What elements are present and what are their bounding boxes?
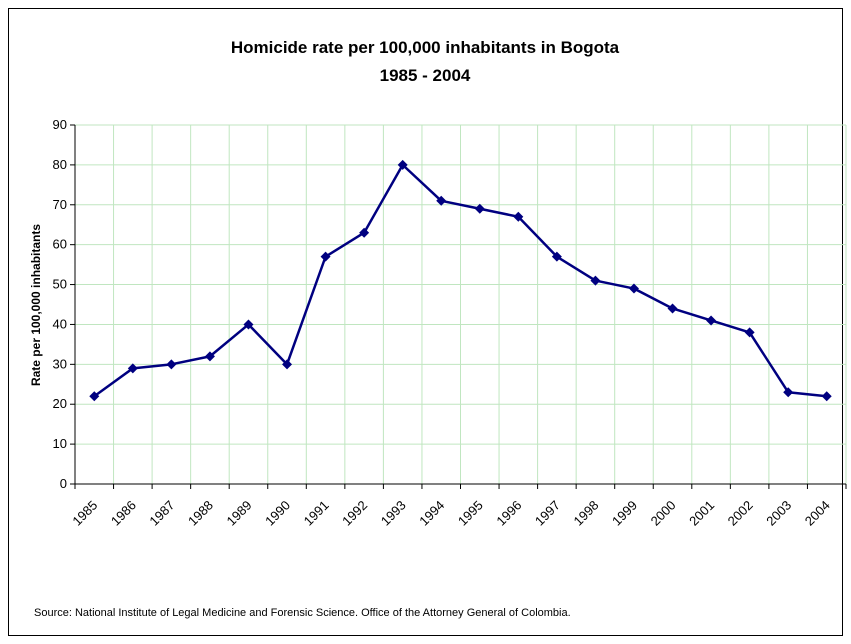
x-tick-label: 1989 <box>224 498 255 529</box>
data-point <box>243 319 254 330</box>
y-tick-label: 80 <box>53 157 67 172</box>
x-tick-label: 1994 <box>416 498 447 529</box>
data-point <box>282 359 293 370</box>
x-tick-label: 1986 <box>108 498 139 529</box>
data-point <box>706 315 717 326</box>
data-point <box>551 251 562 262</box>
x-tick-label: 1990 <box>262 498 293 529</box>
data-point <box>359 227 370 238</box>
x-tick-label: 1992 <box>339 498 370 529</box>
x-tick-label: 1997 <box>532 498 563 529</box>
y-tick-label: 10 <box>53 436 67 451</box>
data-point <box>590 275 601 286</box>
x-tick-label: 1998 <box>570 498 601 529</box>
y-tick-label: 40 <box>53 316 67 331</box>
grid <box>75 124 847 484</box>
x-tick-label: 2001 <box>686 498 717 529</box>
data-point <box>204 351 215 362</box>
x-tick-label: 1991 <box>301 498 332 529</box>
data-point <box>89 391 100 402</box>
x-tick-label: 2000 <box>648 498 679 529</box>
source-note: Source: National Institute of Legal Medi… <box>34 607 571 619</box>
x-tick-label: 2004 <box>802 498 833 529</box>
x-tick-label: 2002 <box>725 498 756 529</box>
data-point <box>783 387 794 398</box>
x-tick-label: 1993 <box>378 498 409 529</box>
y-tick-label: 50 <box>53 277 67 292</box>
y-tick-label: 20 <box>53 396 67 411</box>
data-point <box>628 283 639 294</box>
series <box>89 159 832 402</box>
chart-frame <box>8 8 843 636</box>
y-tick-label: 60 <box>53 237 67 252</box>
data-point <box>667 303 678 314</box>
series-line <box>93 163 827 398</box>
data-point <box>744 327 755 338</box>
data-point <box>166 359 177 370</box>
data-point <box>127 363 138 374</box>
x-tick-label: 1996 <box>493 498 524 529</box>
y-tick-label: 90 <box>53 117 67 132</box>
y-tick-label: 30 <box>53 356 67 371</box>
x-tick-label: 1995 <box>455 498 486 529</box>
axes <box>70 124 847 489</box>
y-axis-label: Rate per 100,000 inhabitants <box>29 224 43 386</box>
data-point <box>513 211 524 222</box>
data-point <box>397 159 408 170</box>
x-tick-label: 1999 <box>609 498 640 529</box>
data-point <box>320 251 331 262</box>
x-tick-label: 2003 <box>763 498 794 529</box>
chart-title: Homicide rate per 100,000 inhabitants in… <box>231 38 620 57</box>
data-point <box>821 391 832 402</box>
x-tick-label: 1985 <box>69 498 100 529</box>
y-tick-label: 70 <box>53 197 67 212</box>
x-tick-label: 1988 <box>185 498 216 529</box>
data-point <box>436 195 447 206</box>
chart-subtitle: 1985 - 2004 <box>380 66 471 85</box>
x-tick-label: 1987 <box>146 498 177 529</box>
data-point <box>474 203 485 214</box>
y-tick-label: 0 <box>60 476 67 491</box>
